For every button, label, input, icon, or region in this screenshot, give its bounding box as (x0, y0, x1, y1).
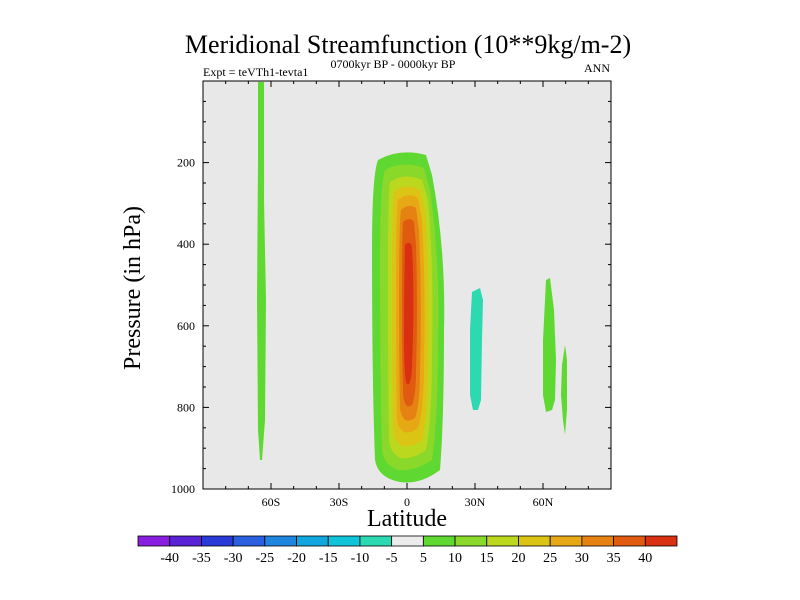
colorbar-label: -40 (160, 551, 179, 566)
x-axis: 60S 30S 0 30N 60N (202, 81, 612, 509)
colorbar-label: 25 (543, 551, 557, 566)
colorbar: -40 -35 -30 -25 -20 -15 -10 -5 5 10 15 20 25 30 35 40 (137, 535, 678, 566)
x-tick-label: 0 (404, 495, 410, 509)
x-axis-title: Latitude (367, 506, 447, 532)
x-tick-label: 30S (330, 495, 349, 509)
colorbar-swatch (359, 535, 393, 547)
colorbar-label: -35 (192, 551, 211, 566)
colorbar-swatch (201, 535, 234, 547)
colorbar-label: 10 (448, 551, 462, 566)
y-tick-label: 1000 (171, 482, 195, 496)
y-tick-label: 400 (177, 237, 195, 251)
contour-fills (257, 82, 567, 483)
y-axis-title: Pressure (in hPa) (120, 206, 146, 370)
colorbar-label: -10 (351, 551, 370, 566)
colorbar-swatch (613, 535, 646, 547)
contour-30n-negative-cell (470, 288, 483, 410)
colorbar-swatch (169, 535, 202, 547)
chart-title: Meridional Streamfunction (10**9kg/m-2) (185, 30, 631, 59)
colorbar-swatch (422, 535, 456, 547)
colorbar-label: -25 (255, 551, 274, 566)
colorbar-swatch (454, 535, 488, 547)
colorbar-swatch (549, 535, 583, 547)
contour-equatorial-cell (372, 152, 445, 483)
x-tick-label: 30N (465, 495, 486, 509)
colorbar-swatch (296, 535, 329, 547)
colorbar-swatch (644, 535, 678, 547)
season-label: ANN (584, 61, 610, 75)
experiment-label: Expt = teVTh1-tevta1 (203, 65, 308, 79)
colorbar-swatch (327, 535, 361, 547)
colorbar-swatch (518, 535, 551, 547)
y-tick-label: 800 (177, 400, 195, 414)
colorbar-swatch (391, 535, 424, 547)
contour-60n-band (543, 278, 556, 412)
period-label: 0700kyr BP - 0000kyr BP (331, 57, 456, 71)
colorbar-label: 40 (638, 551, 652, 566)
contour-60s-band (257, 82, 266, 460)
colorbar-label: -15 (319, 551, 338, 566)
y-axis: 200 400 600 800 1000 (171, 100, 611, 496)
colorbar-label: 20 (511, 551, 525, 566)
contour-70n-band (561, 345, 567, 435)
colorbar-swatch (581, 535, 614, 547)
colorbar-swatch (137, 535, 171, 547)
colorbar-swatch (264, 535, 297, 547)
colorbar-label: -30 (224, 551, 243, 566)
x-tick-label: 60N (533, 495, 554, 509)
y-tick-label: 600 (177, 319, 195, 333)
colorbar-swatch (486, 535, 519, 547)
colorbar-swatch (232, 535, 266, 547)
colorbar-label: 5 (420, 551, 427, 566)
y-tick-label: 200 (177, 156, 195, 170)
colorbar-label: -5 (386, 551, 398, 566)
colorbar-label: 15 (480, 551, 494, 566)
colorbar-label: 35 (607, 551, 621, 566)
colorbar-label: 30 (575, 551, 589, 566)
colorbar-label: -20 (287, 551, 306, 566)
x-tick-label: 60S (262, 495, 281, 509)
